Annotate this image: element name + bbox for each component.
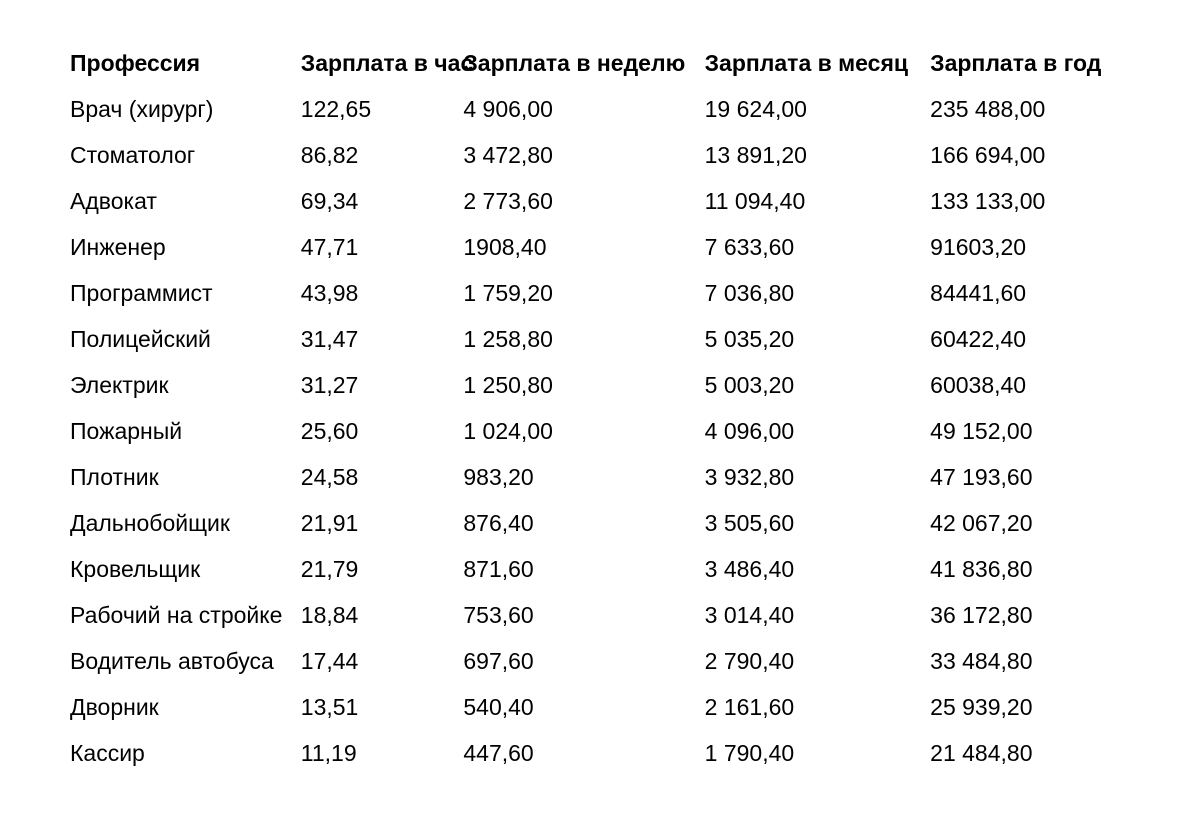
cell-hourly: 21,79 (301, 546, 464, 592)
cell-profession: Полицейский (70, 316, 301, 362)
cell-weekly: 4 906,00 (463, 86, 704, 132)
col-header-yearly: Зарплата в год (930, 40, 1140, 86)
cell-hourly: 25,60 (301, 408, 464, 454)
col-header-monthly: Зарплата в месяц (705, 40, 931, 86)
table-row: Пожарный 25,60 1 024,00 4 096,00 49 152,… (70, 408, 1140, 454)
cell-monthly: 7 036,80 (705, 270, 931, 316)
cell-weekly: 540,40 (463, 684, 704, 730)
cell-weekly: 447,60 (463, 730, 704, 776)
cell-yearly: 166 694,00 (930, 132, 1140, 178)
cell-yearly: 42 067,20 (930, 500, 1140, 546)
cell-yearly: 33 484,80 (930, 638, 1140, 684)
table-header-row: Профессия Зарплата в час Зарплата в неде… (70, 40, 1140, 86)
cell-hourly: 13,51 (301, 684, 464, 730)
salary-table: Профессия Зарплата в час Зарплата в неде… (70, 40, 1140, 776)
table-row: Рабочий на стройке 18,84 753,60 3 014,40… (70, 592, 1140, 638)
cell-weekly: 1 759,20 (463, 270, 704, 316)
cell-hourly: 21,91 (301, 500, 464, 546)
cell-monthly: 3 486,40 (705, 546, 931, 592)
cell-hourly: 31,27 (301, 362, 464, 408)
cell-monthly: 1 790,40 (705, 730, 931, 776)
cell-hourly: 43,98 (301, 270, 464, 316)
cell-weekly: 1 024,00 (463, 408, 704, 454)
cell-yearly: 49 152,00 (930, 408, 1140, 454)
col-header-weekly: Зарплата в неделю (463, 40, 704, 86)
cell-weekly: 1 258,80 (463, 316, 704, 362)
cell-profession: Пожарный (70, 408, 301, 454)
table-row: Адвокат 69,34 2 773,60 11 094,40 133 133… (70, 178, 1140, 224)
cell-profession: Рабочий на стройке (70, 592, 301, 638)
cell-monthly: 3 932,80 (705, 454, 931, 500)
cell-profession: Электрик (70, 362, 301, 408)
cell-profession: Стоматолог (70, 132, 301, 178)
table-row: Программист 43,98 1 759,20 7 036,80 8444… (70, 270, 1140, 316)
cell-yearly: 21 484,80 (930, 730, 1140, 776)
cell-weekly: 1908,40 (463, 224, 704, 270)
table-row: Плотник 24,58 983,20 3 932,80 47 193,60 (70, 454, 1140, 500)
cell-weekly: 753,60 (463, 592, 704, 638)
cell-profession: Адвокат (70, 178, 301, 224)
col-header-hourly: Зарплата в час (301, 40, 464, 86)
cell-yearly: 47 193,60 (930, 454, 1140, 500)
cell-hourly: 86,82 (301, 132, 464, 178)
cell-monthly: 5 003,20 (705, 362, 931, 408)
cell-monthly: 7 633,60 (705, 224, 931, 270)
table-row: Врач (хирург) 122,65 4 906,00 19 624,00 … (70, 86, 1140, 132)
cell-hourly: 31,47 (301, 316, 464, 362)
cell-yearly: 41 836,80 (930, 546, 1140, 592)
cell-monthly: 11 094,40 (705, 178, 931, 224)
table-body: Врач (хирург) 122,65 4 906,00 19 624,00 … (70, 86, 1140, 776)
cell-monthly: 3 505,60 (705, 500, 931, 546)
table-container: Профессия Зарплата в час Зарплата в неде… (0, 0, 1200, 816)
cell-profession: Инженер (70, 224, 301, 270)
cell-monthly: 13 891,20 (705, 132, 931, 178)
cell-weekly: 876,40 (463, 500, 704, 546)
table-row: Кассир 11,19 447,60 1 790,40 21 484,80 (70, 730, 1140, 776)
cell-profession: Дворник (70, 684, 301, 730)
cell-yearly: 25 939,20 (930, 684, 1140, 730)
cell-hourly: 17,44 (301, 638, 464, 684)
cell-hourly: 24,58 (301, 454, 464, 500)
cell-hourly: 11,19 (301, 730, 464, 776)
cell-yearly: 60422,40 (930, 316, 1140, 362)
cell-profession: Кровельщик (70, 546, 301, 592)
cell-profession: Дальнобойщик (70, 500, 301, 546)
cell-profession: Кассир (70, 730, 301, 776)
cell-monthly: 5 035,20 (705, 316, 931, 362)
cell-monthly: 19 624,00 (705, 86, 931, 132)
cell-profession: Врач (хирург) (70, 86, 301, 132)
table-row: Стоматолог 86,82 3 472,80 13 891,20 166 … (70, 132, 1140, 178)
cell-weekly: 2 773,60 (463, 178, 704, 224)
table-row: Водитель автобуса 17,44 697,60 2 790,40 … (70, 638, 1140, 684)
cell-hourly: 122,65 (301, 86, 464, 132)
cell-monthly: 2 161,60 (705, 684, 931, 730)
cell-yearly: 91603,20 (930, 224, 1140, 270)
cell-weekly: 697,60 (463, 638, 704, 684)
cell-weekly: 1 250,80 (463, 362, 704, 408)
col-header-profession: Профессия (70, 40, 301, 86)
cell-weekly: 983,20 (463, 454, 704, 500)
cell-weekly: 3 472,80 (463, 132, 704, 178)
cell-yearly: 133 133,00 (930, 178, 1140, 224)
cell-monthly: 3 014,40 (705, 592, 931, 638)
cell-yearly: 60038,40 (930, 362, 1140, 408)
cell-profession: Плотник (70, 454, 301, 500)
table-row: Дворник 13,51 540,40 2 161,60 25 939,20 (70, 684, 1140, 730)
cell-yearly: 84441,60 (930, 270, 1140, 316)
table-row: Электрик 31,27 1 250,80 5 003,20 60038,4… (70, 362, 1140, 408)
cell-hourly: 69,34 (301, 178, 464, 224)
table-row: Кровельщик 21,79 871,60 3 486,40 41 836,… (70, 546, 1140, 592)
cell-yearly: 36 172,80 (930, 592, 1140, 638)
cell-hourly: 47,71 (301, 224, 464, 270)
table-row: Дальнобойщик 21,91 876,40 3 505,60 42 06… (70, 500, 1140, 546)
cell-monthly: 2 790,40 (705, 638, 931, 684)
cell-monthly: 4 096,00 (705, 408, 931, 454)
cell-hourly: 18,84 (301, 592, 464, 638)
table-row: Полицейский 31,47 1 258,80 5 035,20 6042… (70, 316, 1140, 362)
cell-yearly: 235 488,00 (930, 86, 1140, 132)
cell-profession: Водитель автобуса (70, 638, 301, 684)
cell-profession: Программист (70, 270, 301, 316)
cell-weekly: 871,60 (463, 546, 704, 592)
table-row: Инженер 47,71 1908,40 7 633,60 91603,20 (70, 224, 1140, 270)
